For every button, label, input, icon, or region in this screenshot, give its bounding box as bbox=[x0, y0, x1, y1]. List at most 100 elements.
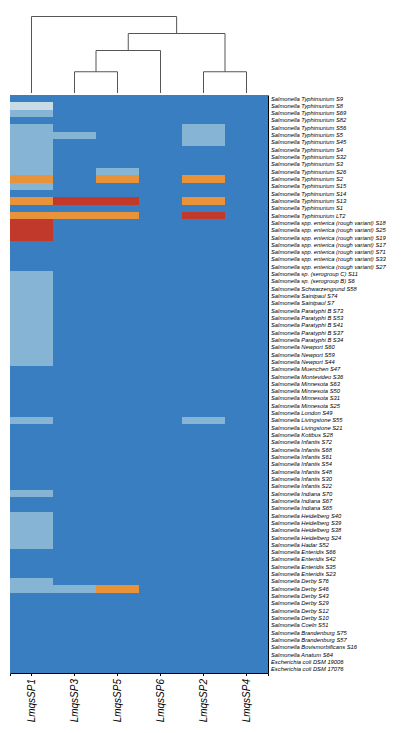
heatmap-cell bbox=[139, 600, 182, 607]
heatmap-cell bbox=[96, 454, 139, 461]
heatmap-cell bbox=[225, 175, 268, 182]
y-tick-label: Salmonella Typhimurium S5 bbox=[271, 132, 344, 138]
heatmap-cell bbox=[182, 644, 225, 651]
chart: LmqsSP1LmqsSP3LmqsSP5LmqsSP6LmqsSP2LmqsS… bbox=[0, 0, 418, 733]
heatmap-cell bbox=[139, 571, 182, 578]
y-tick-label: Salmonella spp. enterica (rough variant)… bbox=[271, 235, 386, 241]
heatmap-cell bbox=[182, 285, 225, 292]
x-tick-mark bbox=[117, 673, 118, 676]
heatmap-cell bbox=[53, 293, 96, 300]
heatmap-cell bbox=[182, 263, 225, 270]
heatmap-cell bbox=[225, 644, 268, 651]
heatmap-cell bbox=[10, 322, 53, 329]
heatmap-cell bbox=[225, 490, 268, 497]
y-tick-label: Salmonella Typhimurium S69 bbox=[271, 110, 347, 116]
y-tick-label: Salmonella Minnesota S25 bbox=[271, 403, 341, 409]
heatmap-cell bbox=[139, 651, 182, 658]
y-tick: Salmonella Typhimurium S2 bbox=[268, 176, 344, 182]
heatmap-cell bbox=[225, 241, 268, 248]
y-tick-label: Salmonella Typhimurium S14 bbox=[271, 191, 346, 197]
heatmap-cell bbox=[10, 227, 53, 234]
heatmap-cell bbox=[139, 161, 182, 168]
heatmap-cell bbox=[53, 380, 96, 387]
heatmap-cell bbox=[96, 227, 139, 234]
heatmap-cell bbox=[96, 600, 139, 607]
heatmap-cell bbox=[182, 190, 225, 197]
heatmap-cell bbox=[139, 614, 182, 621]
heatmap-cell bbox=[182, 168, 225, 175]
heatmap-cell bbox=[53, 388, 96, 395]
heatmap-cell bbox=[182, 241, 225, 248]
heatmap-cell bbox=[96, 432, 139, 439]
heatmap-cell bbox=[96, 395, 139, 402]
y-tick-label: Salmonella Indiana S70 bbox=[271, 491, 333, 497]
heatmap-cell bbox=[225, 607, 268, 614]
heatmap-cell bbox=[182, 183, 225, 190]
heatmap-cell bbox=[10, 278, 53, 285]
heatmap-cell bbox=[10, 534, 53, 541]
heatmap-cell bbox=[53, 600, 96, 607]
heatmap-cell bbox=[139, 132, 182, 139]
y-tick-label: Salmonella Livingstone S55 bbox=[271, 417, 343, 423]
heatmap-cell bbox=[10, 497, 53, 504]
heatmap-cell bbox=[139, 534, 182, 541]
heatmap-cell bbox=[182, 629, 225, 636]
y-tick-label: Salmonella Derby S43 bbox=[271, 593, 329, 599]
heatmap-cell bbox=[139, 336, 182, 343]
heatmap-cell bbox=[96, 651, 139, 658]
dendrogram-link bbox=[128, 34, 225, 72]
y-tick-label: Salmonella Newport S60 bbox=[271, 344, 336, 350]
heatmap-cell bbox=[96, 95, 139, 102]
heatmap-cell bbox=[139, 124, 182, 131]
heatmap-cell bbox=[96, 593, 139, 600]
heatmap-cell bbox=[139, 256, 182, 263]
x-tick-label: LmqsSP6 bbox=[155, 679, 166, 723]
heatmap-cell bbox=[182, 205, 225, 212]
y-tick: Salmonella Hadar S52 bbox=[268, 542, 330, 548]
heatmap-cell bbox=[225, 154, 268, 161]
heatmap-cell bbox=[10, 454, 53, 461]
heatmap-cell bbox=[53, 563, 96, 570]
heatmap-cell bbox=[96, 161, 139, 168]
heatmap-cell bbox=[96, 563, 139, 570]
heatmap-cell bbox=[225, 373, 268, 380]
x-tick: LmqsSP5 bbox=[112, 673, 123, 722]
heatmap-cell bbox=[10, 183, 53, 190]
heatmap-cell bbox=[139, 117, 182, 124]
heatmap-cell bbox=[139, 263, 182, 270]
heatmap-cell bbox=[96, 549, 139, 556]
heatmap-cell bbox=[53, 549, 96, 556]
x-tick: LmqsSP4 bbox=[241, 673, 252, 722]
heatmap-cell bbox=[96, 336, 139, 343]
heatmap-cell bbox=[10, 373, 53, 380]
heatmap-cell bbox=[10, 614, 53, 621]
heatmap-cell bbox=[96, 607, 139, 614]
y-tick: Salmonella Heidelberg S40 bbox=[268, 513, 342, 519]
heatmap-cell bbox=[182, 468, 225, 475]
y-tick: Salmonella Saintpaul S74 bbox=[268, 293, 337, 299]
heatmap-cell bbox=[10, 285, 53, 292]
heatmap-cell bbox=[53, 432, 96, 439]
y-tick: Salmonella Paratyphi B S73 bbox=[268, 308, 344, 314]
heatmap-cell bbox=[96, 585, 139, 592]
heatmap-cell bbox=[139, 358, 182, 365]
heatmap-cell bbox=[10, 432, 53, 439]
heatmap-cell bbox=[53, 497, 96, 504]
heatmap-cell bbox=[53, 556, 96, 563]
heatmap-cell bbox=[96, 351, 139, 358]
heatmap-cell bbox=[53, 344, 96, 351]
heatmap-cell bbox=[139, 410, 182, 417]
heatmap-cell bbox=[225, 161, 268, 168]
heatmap-cell bbox=[225, 358, 268, 365]
heatmap-cell bbox=[53, 614, 96, 621]
heatmap-cell bbox=[10, 600, 53, 607]
heatmap-cell bbox=[182, 534, 225, 541]
heatmap-cell bbox=[225, 278, 268, 285]
y-tick-label: Salmonella Infantis S54 bbox=[271, 461, 332, 467]
x-tick: LmqsSP2 bbox=[198, 673, 209, 722]
y-tick-label: Salmonella Derby S29 bbox=[271, 600, 329, 606]
heatmap-cell bbox=[53, 271, 96, 278]
heatmap-cell bbox=[225, 454, 268, 461]
heatmap-cell bbox=[139, 190, 182, 197]
heatmap-cell bbox=[10, 351, 53, 358]
